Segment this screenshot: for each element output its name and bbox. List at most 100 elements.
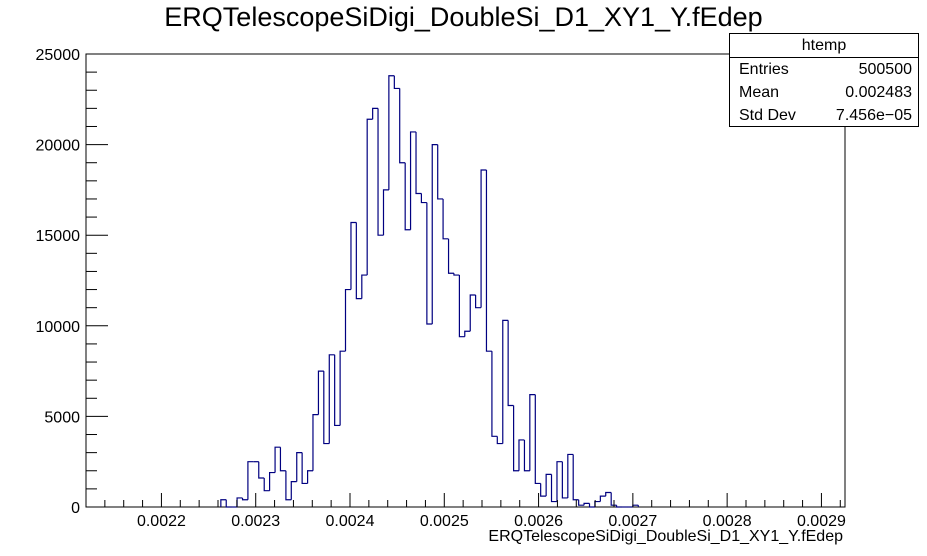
histogram-bin <box>572 454 579 501</box>
stats-row-entries: Entries 500500 <box>730 58 918 81</box>
histogram-bin <box>377 108 384 236</box>
histogram-bin <box>372 107 379 120</box>
histogram-bin <box>415 131 422 195</box>
histogram-bin <box>578 499 585 506</box>
histogram-bin <box>307 470 314 484</box>
histogram-bin <box>274 446 281 473</box>
chart-title: ERQTelescopeSiDigi_DoubleSi_D1_XY1_Y.fEd… <box>164 2 763 32</box>
histogram-bin <box>469 294 476 332</box>
histogram-bin <box>599 495 606 502</box>
histogram-bin <box>279 447 286 472</box>
histogram-bin <box>513 405 520 472</box>
histogram-bin <box>567 453 574 498</box>
histogram-bin <box>561 461 568 499</box>
histogram-bin <box>556 461 563 502</box>
histogram-bin <box>442 198 449 240</box>
histogram-bin <box>475 295 482 309</box>
stats-value: 500500 <box>858 61 912 78</box>
histogram-bin <box>258 461 265 479</box>
histogram-bin <box>507 320 514 407</box>
tick-labels: 0.0022 0.0023 0.0024 0.0025 0.0026 0.0027 0.00… <box>36 47 846 530</box>
histogram-bin <box>502 319 509 444</box>
histogram-bin <box>312 413 319 471</box>
histogram-bin <box>290 481 297 500</box>
histogram-bin <box>269 471 276 491</box>
y-tick-label: 15000 <box>36 228 81 245</box>
histogram-bin <box>534 394 541 485</box>
histogram-bin <box>540 483 547 497</box>
x-tick-label: 0.0028 <box>703 513 752 530</box>
histogram-bin <box>447 238 454 274</box>
histogram-bin <box>480 169 487 308</box>
histogram-bin <box>382 189 389 236</box>
histogram-bin <box>523 439 530 472</box>
histogram-bin <box>328 354 335 444</box>
histogram-bin <box>437 144 444 200</box>
stats-label: Mean <box>739 84 780 101</box>
histogram-bin <box>594 500 601 507</box>
histogram-bin <box>588 503 595 508</box>
histogram-bin <box>334 354 341 427</box>
histogram-bin <box>409 131 416 230</box>
stats-label: Entries <box>739 61 789 78</box>
histogram-bin <box>393 75 400 90</box>
histogram-bin <box>458 275 465 338</box>
tick-marks <box>86 53 841 508</box>
histogram-bin <box>545 473 552 497</box>
histogram-bin <box>317 370 324 415</box>
y-tick-label: 20000 <box>36 138 81 155</box>
x-tick-label: 0.0023 <box>231 513 280 530</box>
histogram-bin <box>485 169 492 352</box>
histogram-bin <box>263 478 270 492</box>
histogram-bin <box>350 221 357 290</box>
histogram-bin <box>339 350 346 426</box>
histogram-bin <box>431 144 438 324</box>
stats-label: Std Dev <box>739 107 796 124</box>
stats-value: 0.002483 <box>845 84 912 101</box>
histogram-bin <box>236 497 243 507</box>
stats-value: 7.456e−05 <box>835 107 912 124</box>
histogram-bin <box>464 330 471 337</box>
y-tick-label: 5000 <box>44 409 80 426</box>
histogram-bin <box>453 273 460 276</box>
stats-row-mean: Mean 0.002483 <box>730 81 918 104</box>
histogram-bin <box>323 371 330 445</box>
histogram-bin <box>420 193 427 204</box>
histogram-bin <box>301 452 308 485</box>
histogram-bin <box>388 75 395 190</box>
y-tick-label: 0 <box>71 500 80 517</box>
y-tick-label: 25000 <box>36 47 81 64</box>
histogram-bin <box>610 492 617 506</box>
x-axis-label: ERQTelescopeSiDigi_DoubleSi_D1_XY1_Y.fEd… <box>488 528 843 545</box>
histogram-bin <box>426 202 433 325</box>
histogram-bin <box>366 118 373 276</box>
y-tick-label: 10000 <box>36 319 81 336</box>
histogram-bin <box>361 274 368 299</box>
x-tick-label: 0.0027 <box>608 513 657 530</box>
histogram-bin <box>605 491 612 497</box>
histogram-bin <box>615 505 622 508</box>
histogram-bin <box>247 461 254 500</box>
histogram-bin <box>285 470 292 501</box>
histogram-bin <box>583 502 590 506</box>
x-tick-label: 0.0029 <box>797 513 846 530</box>
axes <box>85 53 846 508</box>
histogram-bin <box>355 222 362 300</box>
stats-row-stddev: Std Dev 7.456e−05 <box>730 104 918 127</box>
plot-frame <box>85 53 846 508</box>
histogram-bin <box>399 88 406 164</box>
histogram-bin <box>529 394 536 471</box>
histogram-bin <box>296 452 303 482</box>
histogram-bin <box>518 439 525 471</box>
stats-box-name: htemp <box>730 34 918 58</box>
histogram-bin <box>550 474 557 503</box>
histogram-bin <box>225 499 232 508</box>
histogram-bin <box>241 497 248 501</box>
histogram-series <box>220 75 639 508</box>
histogram-bin <box>404 162 411 231</box>
histogram-bin <box>496 436 503 445</box>
stats-box: htemp Entries 500500 Mean 0.002483 Std D… <box>729 33 919 127</box>
x-tick-label: 0.0026 <box>514 513 563 530</box>
x-tick-label: 0.0025 <box>420 513 469 530</box>
